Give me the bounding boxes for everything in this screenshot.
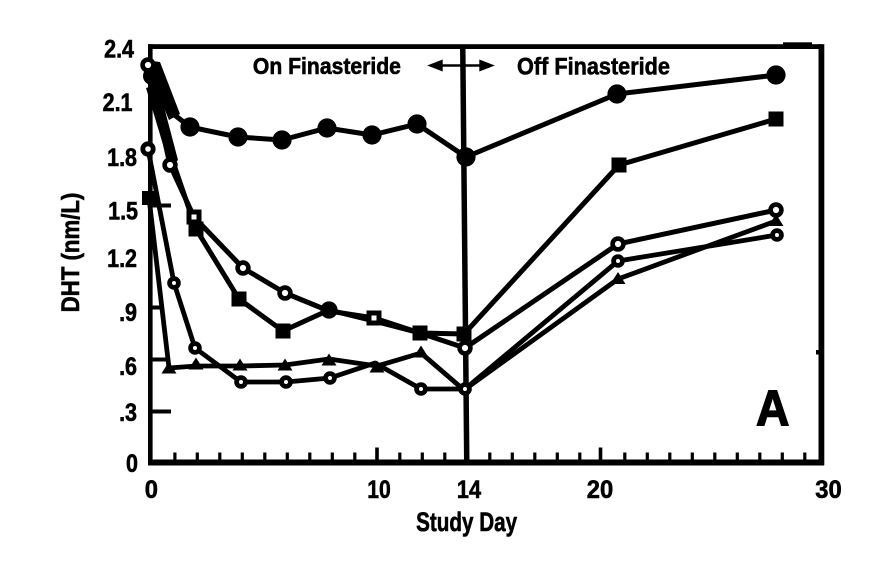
svg-text:Study Day: Study Day	[416, 508, 518, 538]
svg-text:On Finasteride: On Finasteride	[253, 53, 401, 79]
svg-text:.6: .6	[119, 352, 137, 380]
svg-text:.3: .3	[119, 398, 137, 426]
svg-text:1.8: 1.8	[107, 143, 137, 171]
svg-text:14: 14	[457, 475, 481, 503]
svg-text:0: 0	[145, 476, 158, 504]
svg-text:10: 10	[367, 475, 390, 503]
svg-text:.9: .9	[119, 298, 137, 326]
svg-text:1.2: 1.2	[107, 244, 137, 272]
svg-text:1.5: 1.5	[108, 197, 138, 225]
svg-text:30: 30	[815, 476, 841, 504]
svg-text:2.4: 2.4	[104, 35, 134, 63]
svg-text:0: 0	[126, 449, 138, 477]
svg-text:Off Finasteride: Off Finasteride	[517, 52, 670, 80]
svg-text:20: 20	[587, 476, 613, 504]
svg-text:A: A	[756, 382, 789, 437]
svg-text:2.1: 2.1	[103, 88, 133, 116]
svg-text:DHT (nm/L): DHT (nm/L)	[58, 193, 85, 313]
